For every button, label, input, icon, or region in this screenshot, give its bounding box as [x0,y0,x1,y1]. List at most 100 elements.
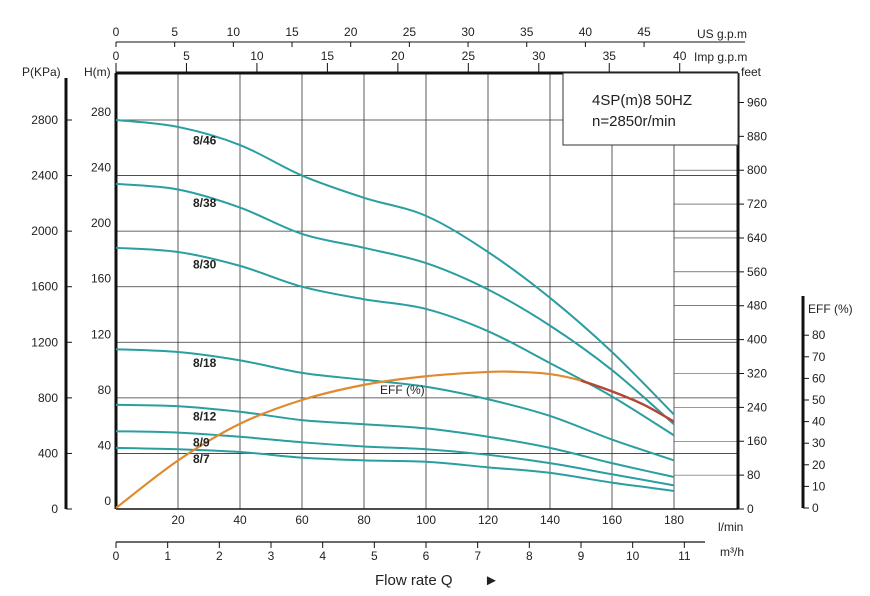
lmin-tick-label: 120 [478,513,498,527]
feet-tick-label: 0 [747,502,754,516]
eff-tick-label: 30 [812,436,826,450]
curve-label-8-7: 8/7 [193,452,210,466]
imp-gpm-tick-label: 5 [183,49,190,63]
head-curve-8-9 [115,430,675,487]
pressure-tick-label: 800 [38,391,58,405]
pressure-tick-label: 1600 [31,280,58,294]
eff-tick-label: 10 [812,479,826,493]
m3h-tick-label: 0 [113,549,120,563]
feet-unit: feet [741,65,762,79]
curve-label-8-30: 8/30 [193,257,217,271]
feet-tick-label: 880 [747,129,767,143]
feet-tick-label: 720 [747,197,767,211]
curve-label-8-12: 8/12 [193,410,217,424]
m3h-tick-label: 2 [216,549,223,563]
us-gpm-tick-label: 5 [171,25,178,39]
info-model-speed: 4SP(m)8 50HZ [592,92,692,109]
pressure-tick-label: 400 [38,446,58,460]
imp-gpm-tick-label: 35 [603,49,617,63]
curve-label-8-38: 8/38 [193,196,217,210]
x-axis-title: Flow rate Q [375,572,453,589]
lmin-tick-label: 20 [171,513,185,527]
head-m-unit: H(m) [84,65,111,79]
lmin-tick-label: 80 [357,513,371,527]
us-gpm-tick-label: 0 [113,25,120,39]
head-curve-8-12 [115,403,675,479]
efficiency-line-overlap [580,379,675,423]
head-curve-8-46 [115,119,675,416]
imp-gpm-tick-label: 15 [321,49,335,63]
pressure-tick-label: 2400 [31,169,58,183]
feet-tick-label: 320 [747,366,767,380]
us-gpm-tick-label: 45 [637,25,651,39]
efficiency-label: EFF (%) [380,383,425,397]
imp-gpm-unit: Imp g.p.m [694,50,747,64]
feet-tick-label: 560 [747,265,767,279]
imp-gpm-tick-label: 25 [462,49,476,63]
feet-tick-label: 80 [747,468,761,482]
m3h-tick-label: 8 [526,549,533,563]
head-curve-8-38 [115,182,675,426]
lmin-tick-label: 180 [664,513,684,527]
us-gpm-tick-label: 25 [403,25,417,39]
info-box [562,72,739,146]
eff-tick-label: 70 [812,350,826,364]
us-gpm-tick-label: 30 [461,25,475,39]
imp-gpm-tick-label: 40 [673,49,687,63]
eff-tick-label: 0 [812,501,819,515]
m3h-tick-label: 1 [164,549,171,563]
head-curves [115,119,675,492]
m3h-unit: m³/h [720,545,744,559]
head-curve-8-7 [115,446,675,492]
curve-label-8-9: 8/9 [193,436,210,450]
eff-unit: EFF (%) [808,302,853,316]
us-gpm-tick-label: 15 [285,25,299,39]
pressure-unit: P(KPa) [22,65,61,79]
feet-tick-label: 240 [747,400,767,414]
head-m-tick-label: 280 [91,105,111,119]
feet-tick-label: 960 [747,95,767,109]
m3h-tick-label: 3 [268,549,275,563]
m3h-tick-label: 10 [626,549,640,563]
plot-grid [116,73,738,509]
eff-tick-label: 60 [812,371,826,385]
eff-tick-label: 40 [812,415,826,429]
head-m-tick-label: 160 [91,272,111,286]
lmin-tick-label: 160 [602,513,622,527]
pressure-tick-label: 1200 [31,335,58,349]
feet-tick-label: 160 [747,434,767,448]
x-axis-arrow: ► [484,572,499,589]
lmin-tick-label: 140 [540,513,560,527]
us-gpm-unit: US g.p.m [697,27,747,41]
curve-label-8-46: 8/46 [193,133,217,147]
lmin-tick-label: 100 [416,513,436,527]
efficiency-curve: EFF (%) [115,370,675,509]
us-gpm-tick-label: 40 [579,25,593,39]
feet-tick-label: 480 [747,299,767,313]
pressure-tick-label: 2000 [31,224,58,238]
pressure-tick-label: 2800 [31,113,58,127]
head-m-tick-label: 40 [98,438,112,452]
head-m-tick-label: 0 [104,494,111,508]
curve-labels: 8/46 8/38 8/30 8/18 8/12 8/9 8/7 [193,133,217,465]
head-m-tick-label: 200 [91,216,111,230]
us-gpm-tick-label: 20 [344,25,358,39]
lmin-tick-label: 40 [233,513,247,527]
info-rpm: n=2850r/min [592,113,676,130]
head-m-tick-label: 120 [91,327,111,341]
head-m-tick-label: 80 [98,383,112,397]
m3h-tick-label: 11 [678,549,691,563]
us-gpm-tick-label: 10 [227,25,241,39]
m3h-tick-label: 5 [371,549,378,563]
feet-tick-label: 800 [747,163,767,177]
pressure-tick-label: 0 [51,502,58,516]
lmin-tick-label: 60 [295,513,309,527]
eff-tick-label: 50 [812,393,826,407]
lmin-unit: l/min [718,520,743,534]
imp-gpm-tick-label: 0 [113,49,120,63]
head-m-tick-label: 240 [91,161,111,175]
imp-gpm-tick-label: 30 [532,49,546,63]
imp-gpm-tick-label: 10 [250,49,264,63]
m3h-tick-label: 9 [578,549,585,563]
